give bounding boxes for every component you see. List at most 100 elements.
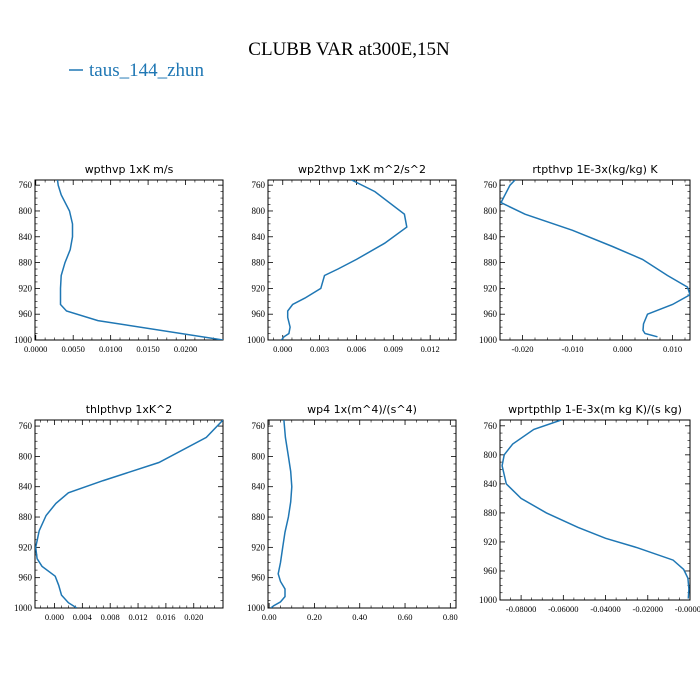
y-tick-label: 920 (19, 542, 33, 552)
y-tick-label: 960 (484, 309, 498, 319)
figure-title: CLUBB VAR at300E,15N (248, 39, 450, 60)
subplot-title: wpthvp 1xK m/s (85, 163, 174, 176)
series-line (501, 420, 690, 599)
series-line (280, 180, 408, 340)
y-tick-label: 800 (484, 206, 498, 216)
plot-frame (499, 419, 691, 601)
y-tick-label: 880 (252, 258, 266, 268)
y-tick-label: 1000 (479, 595, 498, 605)
y-tick-label: 880 (19, 512, 33, 522)
subplot-1: wpthvp 1xK m/s76080084088092096010000.00… (14, 163, 224, 354)
x-tick-label: -0.08000 (506, 604, 536, 614)
y-tick-label: 880 (484, 508, 498, 518)
series-line (500, 180, 690, 338)
subplot-3: rtpthvp 1E-3x(kg/kg) K 760 800 840 880 920 960… (479, 163, 691, 354)
y-tick-label: 920 (19, 283, 33, 293)
x-tick-label: -0.020 (512, 344, 534, 354)
x-tick-label: 0.012 (128, 612, 147, 622)
x-tick-label: 0.0050 (62, 344, 85, 354)
series-line (35, 420, 223, 608)
subplot-2: wp2thvp 1xK m^2/s^2 760 800 840 880 920 960 100… (247, 163, 457, 354)
x-tick-label: -0.010 (562, 344, 584, 354)
subplot-title: wprtpthlp 1-E-3x(m kg K)/(s kg) (508, 403, 682, 416)
x-tick-label: 0.0200 (174, 344, 197, 354)
x-tick-label: -0.02000 (633, 604, 663, 614)
x-tick-label: 0.60 (398, 612, 413, 622)
y-tick-label: 760 (19, 180, 33, 190)
y-tick-label: 960 (484, 566, 498, 576)
y-tick-label: 800 (252, 206, 266, 216)
x-tick-label: 0.00 (262, 612, 277, 622)
y-tick-label: 960 (252, 573, 266, 583)
x-tick-label: 0.006 (347, 344, 366, 354)
x-tick-label: 0.000 (613, 344, 632, 354)
plot-frame (267, 419, 457, 609)
subplot-6: wprtpthlp 1-E-3x(m kg K)/(s kg) 760 800 840… (479, 403, 700, 614)
y-tick-label: 760 (484, 180, 498, 190)
y-tick-label: 840 (252, 482, 266, 492)
y-tick-label: 1000 (247, 603, 266, 613)
x-tick-label: 0.000 (273, 344, 292, 354)
y-tick-label: 880 (19, 258, 33, 268)
x-tick-label: 0.000 (45, 612, 64, 622)
series-line (270, 420, 293, 608)
subplot-4: thlpthvp 1xK^2 760 800 840 880 920 960 1000 0.00… (14, 403, 224, 622)
plot-frame (499, 179, 691, 341)
y-tick-label: 1000 (247, 335, 266, 345)
x-tick-label: 0.40 (352, 612, 367, 622)
x-tick-label: 0.009 (384, 344, 403, 354)
x-tick-label: 0.004 (73, 612, 93, 622)
y-tick-label: 920 (484, 537, 498, 547)
y-tick-label: 1000 (14, 603, 33, 613)
y-tick-label: 960 (252, 309, 266, 319)
y-tick-label: 800 (484, 450, 498, 460)
subplot-title: wp4 1x(m^4)/(s^4) (307, 403, 417, 416)
legend-label: taus_144_zhun (89, 60, 205, 81)
y-tick-label: 760 (19, 421, 33, 431)
x-tick-label: 0.80 (443, 612, 458, 622)
x-tick-label: 0.0100 (99, 344, 122, 354)
subplot-title: wp2thvp 1xK m^2/s^2 (298, 163, 426, 176)
y-tick-label: 1000 (14, 335, 33, 345)
x-tick-label: 0.008 (101, 612, 120, 622)
subplot-5: wp4 1x(m^4)/(s^4)76080084088092096010000… (247, 403, 458, 622)
y-tick-label: 840 (19, 482, 33, 492)
y-tick-label: 880 (484, 258, 498, 268)
x-tick-label: 0.020 (184, 612, 203, 622)
subplot-title: rtpthvp 1E-3x(kg/kg) K (532, 163, 658, 176)
y-tick-label: 840 (484, 232, 498, 242)
series-line (56, 180, 223, 340)
subplot-grid: wpthvp 1xK m/s76080084088092096010000.00… (14, 163, 700, 622)
y-tick-label: 960 (19, 573, 33, 583)
y-tick-label: 800 (19, 451, 33, 461)
y-tick-label: 840 (484, 479, 498, 489)
x-tick-label: 0.0000 (24, 344, 47, 354)
x-tick-label: 0.003 (310, 344, 329, 354)
y-tick-label: 960 (19, 309, 33, 319)
plot-frame (34, 179, 224, 341)
y-tick-label: 920 (252, 542, 266, 552)
y-tick-label: 800 (19, 206, 33, 216)
x-tick-label: 0.010 (663, 344, 682, 354)
x-tick-label: -0.06000 (548, 604, 578, 614)
x-tick-label: -0.04000 (590, 604, 620, 614)
subplot-title: thlpthvp 1xK^2 (86, 403, 173, 416)
plot-frame (267, 179, 457, 341)
y-tick-label: 920 (252, 283, 266, 293)
y-tick-label: 800 (252, 451, 266, 461)
x-tick-label: 0.0150 (136, 344, 159, 354)
x-tick-label: 0.20 (307, 612, 322, 622)
y-tick-label: 760 (484, 421, 498, 431)
y-tick-label: 760 (252, 421, 266, 431)
y-tick-label: 920 (484, 283, 498, 293)
y-tick-label: 840 (19, 232, 33, 242)
y-tick-label: 1000 (479, 335, 498, 345)
y-tick-label: 840 (252, 232, 266, 242)
y-tick-label: 760 (252, 180, 266, 190)
x-tick-label: 0.012 (421, 344, 440, 354)
plot-frame (34, 419, 224, 609)
y-tick-label: 880 (252, 512, 266, 522)
x-tick-label: 0.016 (156, 612, 175, 622)
